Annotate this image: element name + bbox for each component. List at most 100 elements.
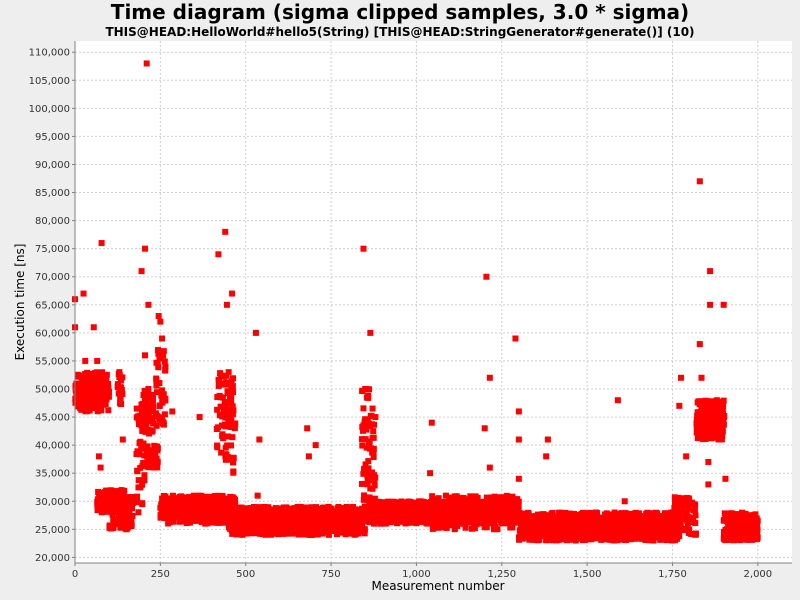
data-point (364, 476, 371, 483)
data-point (230, 459, 237, 466)
data-point (339, 521, 346, 528)
data-point (302, 514, 309, 521)
data-point (362, 436, 369, 443)
data-point (165, 517, 172, 524)
data-point (434, 514, 441, 521)
data-point (444, 503, 451, 510)
data-point (366, 494, 373, 501)
data-point (222, 423, 229, 430)
data-point (359, 442, 366, 449)
data-point (503, 492, 510, 499)
data-point (228, 393, 235, 400)
data-point (356, 513, 363, 520)
data-point (370, 448, 377, 455)
data-point (146, 430, 153, 437)
data-point (139, 425, 146, 432)
data-point (206, 498, 213, 505)
data-point (297, 524, 304, 531)
data-point (176, 494, 183, 501)
data-point (128, 523, 135, 530)
data-point (429, 493, 436, 500)
data-point (411, 509, 418, 516)
data-point (144, 443, 151, 450)
data-point (103, 381, 110, 388)
data-point (103, 371, 110, 378)
data-point (272, 505, 279, 512)
data-point (140, 440, 147, 447)
data-point (372, 511, 379, 518)
data-point (341, 513, 348, 520)
data-point (443, 506, 450, 513)
data-point (404, 519, 411, 526)
data-point (226, 507, 233, 514)
data-point (129, 493, 136, 500)
data-point (75, 380, 82, 387)
data-point (85, 393, 92, 400)
data-point (228, 442, 235, 449)
data-point (587, 509, 594, 516)
data-point (88, 388, 95, 395)
data-point (138, 403, 145, 410)
data-point (205, 493, 212, 500)
data-point (312, 510, 319, 517)
data-point (154, 445, 161, 452)
data-point (397, 504, 404, 511)
data-point (185, 506, 192, 513)
data-point (220, 404, 227, 411)
data-point (173, 495, 180, 502)
data-point (375, 504, 382, 511)
data-point (79, 385, 86, 392)
data-point (123, 499, 130, 506)
data-point (376, 510, 383, 517)
data-point (618, 510, 625, 517)
data-point (380, 505, 387, 512)
data-point (230, 455, 237, 462)
plot-area (75, 41, 792, 563)
data-point (394, 519, 401, 526)
data-point (511, 499, 518, 506)
data-point (166, 504, 173, 511)
data-point (155, 350, 162, 357)
data-point (482, 516, 489, 523)
data-point (489, 507, 496, 514)
data-point (102, 503, 109, 510)
data-point (115, 519, 122, 526)
data-point (87, 401, 94, 408)
data-point (522, 534, 529, 541)
data-point (583, 513, 590, 520)
data-point (91, 383, 98, 390)
data-point (172, 498, 179, 505)
data-point (236, 509, 243, 516)
data-point (94, 396, 101, 403)
data-point (215, 424, 222, 431)
data-point (602, 512, 609, 519)
chart-subtitle: THIS@HEAD:HelloWorld#hello5(String) [THI… (105, 25, 695, 39)
data-point (207, 512, 214, 519)
data-point (165, 512, 172, 519)
data-point (562, 509, 569, 516)
data-point (180, 514, 187, 521)
data-point (250, 509, 257, 516)
data-point (226, 500, 233, 507)
data-point (295, 528, 302, 535)
data-point (432, 497, 439, 504)
data-point (157, 504, 164, 511)
data-point (439, 512, 446, 519)
data-point (214, 502, 221, 509)
data-point (508, 503, 515, 510)
data-point (137, 464, 144, 471)
data-point (233, 513, 240, 520)
data-point (74, 401, 81, 408)
data-point (464, 496, 471, 503)
data-point (507, 513, 514, 520)
data-point (323, 529, 330, 536)
data-point (495, 514, 502, 521)
data-point (311, 505, 318, 512)
data-point (100, 508, 107, 515)
data-point (139, 501, 146, 508)
data-point (431, 510, 438, 517)
data-point (468, 525, 475, 532)
data-point (442, 500, 449, 507)
data-point (117, 396, 124, 403)
data-point (219, 431, 226, 438)
